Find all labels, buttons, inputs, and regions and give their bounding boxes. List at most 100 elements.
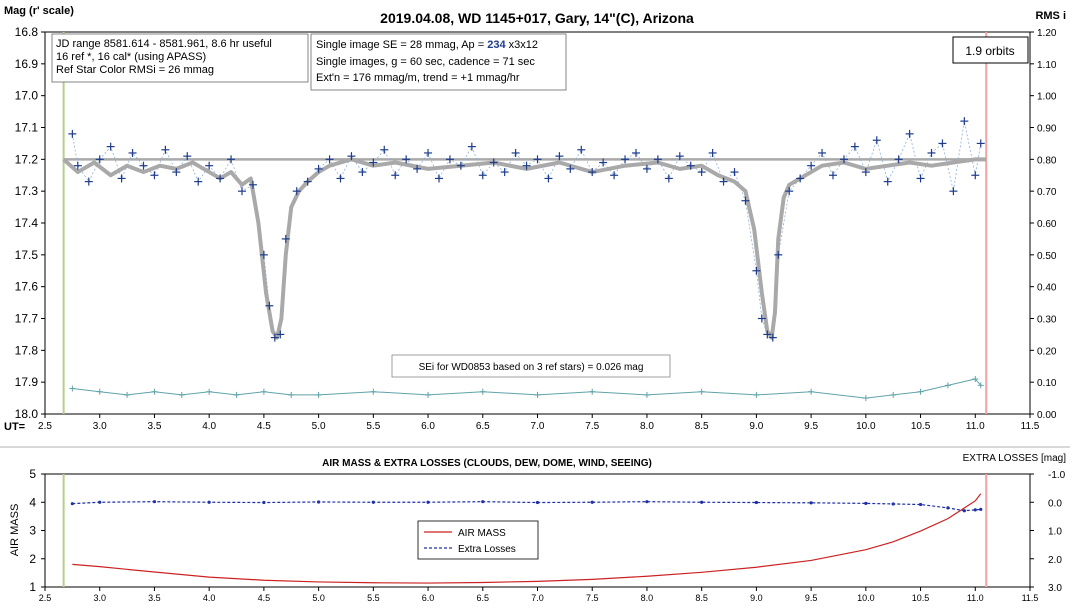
legend-label-losses: Extra Losses [458,544,516,555]
x-tick-label: 7.0 [531,421,545,432]
measurement-point [610,171,619,180]
y-tick-label: 17.8 [15,343,39,357]
info-box-left-line: Ref Star Color RMSi = 26 mmag [56,64,214,76]
y-tick-label: 17.1 [15,121,39,135]
rms-point [315,391,322,398]
measurement-point [276,330,285,339]
rms-point [479,388,486,395]
info-box-center-line2: Single images, g = 60 sec, cadence = 71 … [316,56,535,68]
measurement-point [577,145,586,154]
extra-losses-point [371,500,375,504]
info-box-left-line: 16 ref *, 16 cal* (using APASS) [56,51,206,63]
extra-losses-point [426,500,430,504]
measurement-point [265,301,274,310]
rms-point [753,391,760,398]
x-tick-label: 10.5 [911,421,931,432]
measurement-point [675,152,684,161]
measurement-point [664,174,673,183]
measurement-point [894,155,903,164]
extra-losses-point [590,500,594,504]
measurement-point [785,187,794,196]
measurement-point [757,314,766,323]
rms-point [643,391,650,398]
y2-tick-label: 0.70 [1037,187,1057,198]
measurement-point [719,177,728,186]
extra-losses-point [946,506,950,510]
x-tick-label: 2.5 [38,421,52,432]
measurement-point [73,161,82,170]
rms-point [69,385,76,392]
y-tick-label: 17.9 [15,375,39,389]
measurement-point [336,174,345,183]
measurement-point [270,333,279,342]
measurement-point [949,187,958,196]
bottom-x-tick-label: 10.5 [912,593,930,603]
measurement-point [445,155,454,164]
y2-tick-label: 0.90 [1037,124,1057,135]
y-tick-label: 17.4 [15,216,39,230]
measurement-point [347,152,356,161]
measurement-point [796,174,805,183]
rms-point [977,382,984,389]
model-curve [62,157,987,340]
y2-tick-label: 0.10 [1037,378,1057,389]
measurement-point [369,158,378,167]
extra-losses-point [962,509,966,513]
extra-losses-point [918,502,923,507]
extra-losses-point [262,500,266,505]
bottom-y2-tick-label: -1.0 [1048,470,1066,481]
x-tick-label: 8.5 [695,421,709,432]
plot-area-top [44,31,1031,415]
measurement-point [544,174,553,183]
legend-label-airmass: AIR MASS [458,528,506,539]
bottom-y-tick-label: 3 [29,524,36,538]
measurement-point [653,155,662,164]
rms-point [972,375,979,382]
measurement-point [489,158,498,167]
bottom-x-tick-label: 9.5 [805,593,818,603]
measurement-point [588,168,597,177]
x-tick-label: 3.0 [93,421,107,432]
y-tick-label: 17.5 [15,248,39,262]
measurement-point [511,148,520,157]
measurement-point [730,168,739,177]
measurement-point [697,168,706,177]
bottom-y2-tick-label: 3.0 [1048,583,1062,594]
measurement-point [872,136,881,145]
bottom-x-tick-label: 4.0 [203,593,216,603]
orbits-label: 1.9 orbits [965,44,1014,58]
x-tick-label: 4.5 [257,421,271,432]
line1-post: x3x12 [506,39,538,51]
x-tick-label: 10.0 [856,421,876,432]
measurement-point [478,171,487,180]
y-tick-label: 16.8 [15,25,39,39]
measurement-point [292,187,301,196]
bottom-x-tick-label: 11.5 [1022,593,1039,603]
measurement-point [566,164,575,173]
rms-point [917,388,924,395]
extra-losses-point [152,500,157,504]
measurement-point [183,152,192,161]
measurement-point [117,174,126,183]
y-tick-label: 18.0 [15,407,39,421]
bottom-x-tick-label: 6.0 [422,593,435,603]
y-tick-label: 17.6 [15,280,39,294]
x-tick-label: 5.5 [366,421,380,432]
measurement-point [172,168,181,177]
rms-point [944,382,951,389]
extra-losses-point [481,500,485,504]
measurement-point [938,139,947,148]
bottom-x-tick-label: 11.0 [967,593,984,603]
extra-losses-point [535,500,540,505]
rms-point [425,391,432,398]
y2-tick-label: 0.60 [1037,219,1057,230]
measurement-point [238,187,246,196]
x-tick-label: 5.0 [312,421,326,432]
extra-losses-point [809,501,813,505]
bottom-x-tick-label: 10.0 [857,593,875,603]
x-tick-label: 4.0 [202,421,216,432]
rms-point [151,388,158,395]
measurement-point [686,161,695,170]
measurement-point [763,330,772,339]
info-box-center [310,33,567,91]
